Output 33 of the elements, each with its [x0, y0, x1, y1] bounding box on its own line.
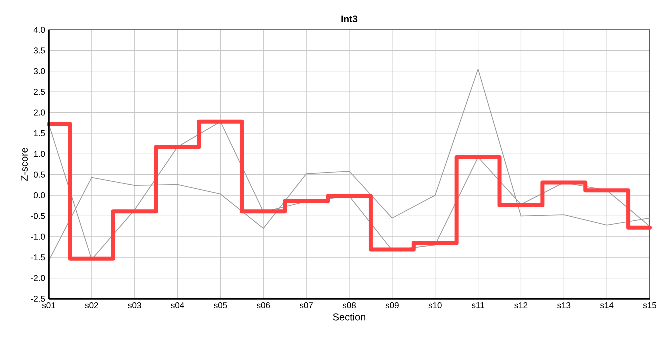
x-tick-label: s13 [558, 302, 571, 309]
line-series [48, 68, 650, 262]
x-tick-label: s14 [600, 302, 614, 308]
y-tick-label: -0.5 [31, 213, 46, 220]
x-axis-title: Section [333, 313, 366, 321]
x-tick-label: s12 [514, 302, 528, 309]
y-tick-label: 0.0 [34, 192, 46, 199]
y-tick-label: -1.5 [31, 254, 46, 261]
x-tick-label: s11 [472, 302, 484, 308]
y-tick-label: 2.5 [34, 89, 46, 96]
x-tick-label: s06 [257, 302, 270, 309]
x-tick-label: s03 [128, 302, 142, 309]
y-tick-label: -2.0 [31, 275, 46, 282]
y-tick-label: 4.0 [34, 26, 46, 34]
x-tick-label: s01 [42, 302, 56, 309]
x-tick-label: s07 [300, 302, 313, 309]
x-tick-label: s04 [171, 302, 184, 309]
x-tick-label: s05 [214, 302, 228, 309]
y-tick-label: -2.5 [31, 296, 46, 302]
x-tick-label: s02 [85, 302, 98, 309]
y-tick-label: -1.0 [31, 234, 46, 240]
y-tick-label: 1.0 [34, 151, 46, 158]
x-tick-label: s09 [386, 302, 399, 309]
y-axis-title: Z-score [21, 148, 28, 182]
y-tick-label: 2.0 [34, 110, 46, 116]
y-tick-label: 3.0 [34, 68, 46, 74]
y-tick-label: 0.5 [34, 172, 46, 178]
x-tick-label: s08 [342, 302, 356, 309]
y-tick-label: 3.5 [34, 48, 46, 54]
y-tick-label: 1.5 [34, 130, 46, 136]
chart-title: Int3 [342, 16, 358, 23]
x-tick-label: s10 [428, 302, 442, 309]
x-tick-label: s15 [643, 302, 657, 308]
